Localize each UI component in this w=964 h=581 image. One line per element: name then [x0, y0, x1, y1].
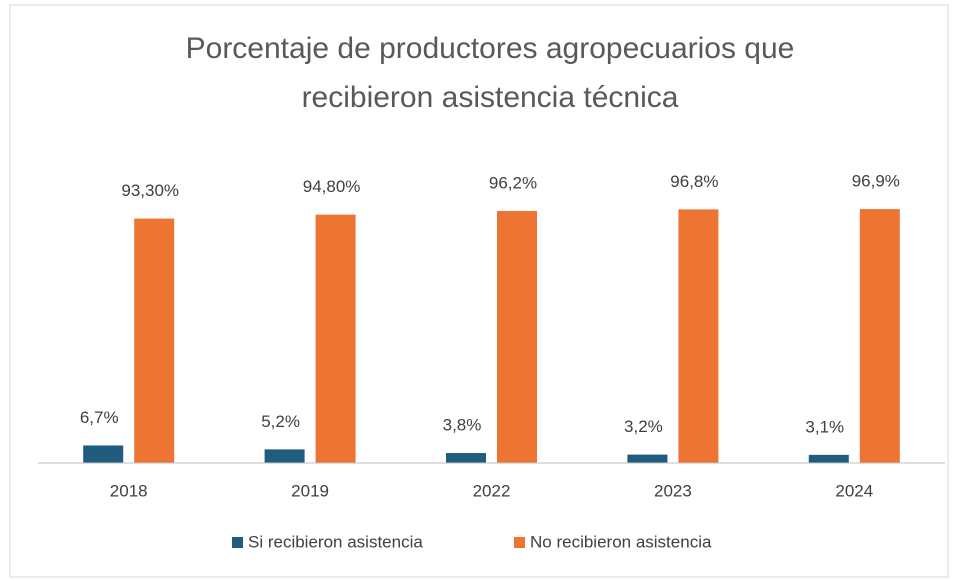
- data-label: 96,2%: [489, 173, 537, 192]
- bar: [83, 445, 124, 463]
- data-label: 5,2%: [261, 412, 300, 431]
- data-label: 3,8%: [443, 416, 482, 435]
- bar: [678, 209, 719, 463]
- legend-swatch: [514, 537, 525, 548]
- x-tick-label: 2024: [835, 481, 873, 500]
- chart-title: Porcentaje de productores agropecuarios …: [185, 32, 795, 114]
- data-label: 94,80%: [303, 177, 361, 196]
- x-tick-label: 2019: [291, 481, 329, 500]
- bar: [808, 454, 849, 463]
- data-label: 96,9%: [852, 172, 900, 191]
- bar: [315, 214, 356, 463]
- legend-label: Si recibieron asistencia: [248, 532, 423, 551]
- x-tick-label: 2022: [473, 481, 511, 500]
- legend-swatch: [232, 537, 243, 548]
- data-label: 6,7%: [80, 408, 119, 427]
- bar: [497, 210, 537, 463]
- data-label: 3,1%: [805, 417, 844, 436]
- x-tick-label: 2018: [110, 481, 148, 500]
- bar: [859, 209, 900, 463]
- data-label: 93,30%: [121, 181, 179, 200]
- data-label: 3,2%: [624, 417, 663, 436]
- bar: [446, 453, 486, 463]
- data-label: 96,8%: [670, 172, 718, 191]
- bar: [627, 454, 668, 463]
- bar: [264, 449, 305, 463]
- x-tick-label: 2023: [654, 481, 692, 500]
- bar: [134, 218, 175, 463]
- legend-label: No recibieron asistencia: [530, 532, 712, 551]
